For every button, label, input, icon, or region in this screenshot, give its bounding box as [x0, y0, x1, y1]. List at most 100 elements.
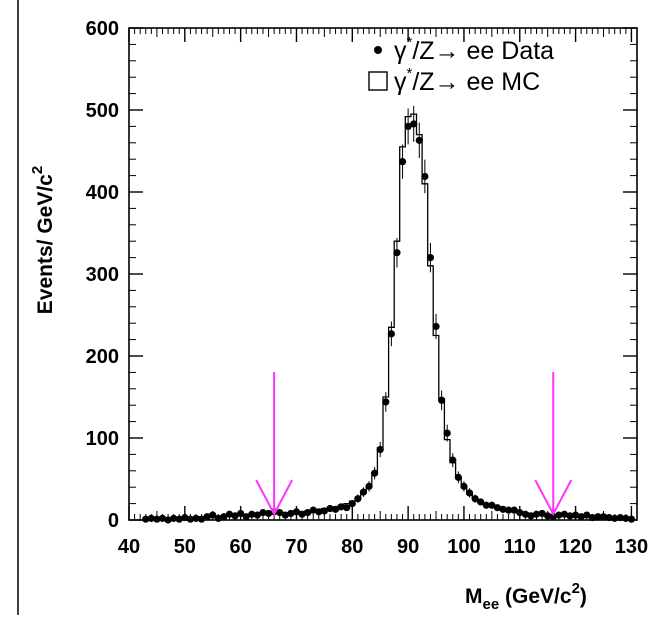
data-point	[398, 158, 407, 166]
mc-histogram-line	[143, 113, 635, 520]
data-point	[209, 511, 217, 519]
data-point	[365, 482, 373, 490]
data-point	[326, 504, 334, 513]
y-tick-label: 300	[86, 264, 119, 286]
legend-data-suffix: /Z→ ee Data	[412, 37, 554, 65]
data-point	[337, 503, 345, 511]
x-tick-label: 60	[230, 536, 252, 558]
cut-arrow-head	[534, 479, 573, 517]
data-point	[253, 511, 261, 519]
data-point	[320, 507, 328, 515]
data-point	[538, 509, 546, 518]
data-point	[393, 249, 401, 257]
data-point	[348, 500, 356, 508]
data-point	[627, 515, 636, 523]
y-tick-label: 500	[86, 100, 119, 122]
data-point	[527, 512, 535, 520]
data-point	[583, 511, 591, 519]
data-point	[387, 330, 395, 338]
data-points	[142, 105, 636, 524]
data-point	[560, 510, 569, 518]
legend-data-prefix: γ	[394, 37, 407, 65]
data-point	[354, 495, 362, 503]
data-point	[555, 511, 563, 519]
data-point	[181, 513, 189, 522]
data-point	[482, 501, 490, 509]
data-point	[248, 510, 256, 518]
data-point	[242, 513, 250, 521]
legend-item-data: γ*/Z→ ee Data	[394, 34, 554, 65]
y-tick-label: 100	[86, 428, 119, 450]
x-tick-label: 40	[118, 536, 140, 558]
data-point	[382, 398, 390, 406]
data-point	[359, 488, 368, 496]
data-point	[488, 501, 496, 509]
data-point	[616, 513, 624, 522]
x-tick-label: 70	[285, 536, 307, 558]
data-point	[510, 506, 518, 514]
data-point	[505, 506, 513, 514]
data-point	[170, 514, 178, 522]
x-tick-label: 130	[615, 536, 648, 558]
data-point	[220, 513, 228, 521]
mc-histogram	[143, 113, 635, 520]
data-point	[499, 505, 507, 513]
data-point	[577, 513, 585, 521]
data-point	[410, 120, 418, 128]
data-point	[544, 512, 552, 520]
data-point	[158, 514, 167, 522]
legend-mc-suffix: /Z→ ee MC	[412, 68, 540, 96]
y-tick-label: 0	[108, 510, 119, 532]
x-axis-label-unit-sup: 2	[572, 580, 580, 597]
data-point	[465, 489, 474, 497]
data-point	[566, 512, 574, 520]
data-point	[594, 513, 602, 521]
data-point	[376, 445, 384, 454]
y-axis: 0 100 200 300 400 500 600	[86, 18, 637, 532]
data-point	[415, 136, 423, 144]
data-point	[571, 511, 580, 519]
x-tick-label: 100	[447, 536, 480, 558]
data-point	[611, 514, 619, 522]
data-point	[259, 509, 267, 517]
legend-mc-sup: *	[407, 65, 413, 82]
data-point	[287, 509, 295, 518]
data-point	[477, 498, 485, 506]
data-point	[449, 456, 457, 464]
legend-item-mc: γ*/Z→ ee MC	[394, 65, 540, 96]
legend-mc-prefix: γ	[394, 68, 407, 96]
y-tick-label: 600	[86, 18, 119, 40]
data-point	[532, 510, 541, 518]
data-point	[516, 509, 524, 517]
data-point	[281, 511, 289, 519]
x-axis-label-unit: (GeV/c	[505, 585, 572, 608]
legend-data-sup: *	[407, 34, 413, 51]
data-point	[203, 513, 211, 521]
data-point	[493, 504, 502, 512]
data-point	[443, 429, 451, 437]
y-axis-label-sup: 2	[29, 166, 46, 174]
data-point	[304, 509, 312, 517]
data-point	[421, 172, 429, 181]
legend-mc-marker	[368, 71, 388, 91]
data-point	[432, 322, 440, 331]
x-axis: 40 50 60 70 80 90 100 110 120 130	[118, 28, 648, 558]
x-tick-label: 90	[397, 536, 419, 558]
data-point	[599, 513, 608, 521]
legend-data-marker	[374, 46, 382, 54]
data-point	[225, 510, 234, 518]
x-axis-label-sub: ee	[483, 596, 500, 613]
data-point	[404, 122, 412, 130]
data-point	[298, 510, 306, 518]
data-point	[622, 514, 630, 522]
data-point	[588, 513, 596, 522]
cut-arrow-head	[255, 479, 294, 517]
x-axis-label-main: M	[465, 585, 483, 608]
data-point	[549, 513, 557, 521]
data-point	[460, 482, 468, 490]
data-point	[343, 504, 351, 512]
x-axis-label: Mee (GeV/c2)	[465, 580, 587, 613]
y-axis-label-text: Events/ GeV/c	[34, 174, 57, 314]
data-point	[276, 509, 284, 517]
